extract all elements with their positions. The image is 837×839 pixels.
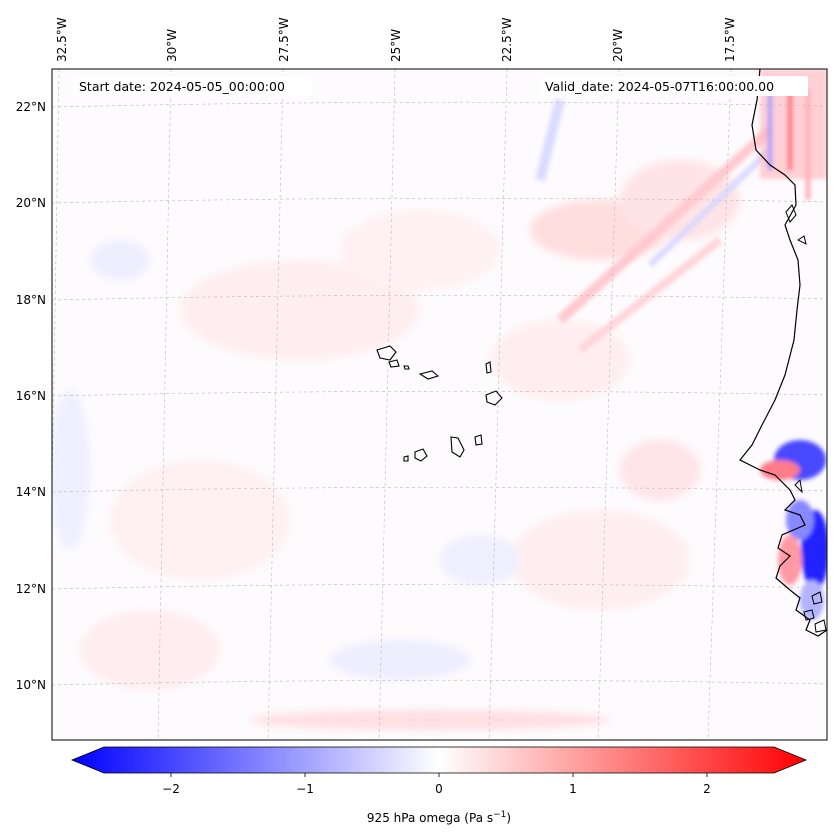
colorbar-tick-label: −1 <box>296 782 314 796</box>
valid-date-label: Valid_date: 2024-05-07T16:00:00.00 <box>545 79 774 94</box>
colorbar-tick-label: −2 <box>162 782 180 796</box>
colorbar-tick-labels: −2 −1 0 1 2 <box>162 782 711 796</box>
parallel <box>52 294 827 301</box>
graticule <box>52 69 827 740</box>
lon-label: 20°W <box>611 29 625 62</box>
start-date-label: Start date: 2024-05-05_00:00:00 <box>79 79 285 94</box>
coast-detail <box>794 478 803 494</box>
coast-detail <box>811 591 823 605</box>
island-sao-nicolau <box>418 370 440 380</box>
parallel <box>52 101 827 108</box>
lon-label: 17.5°W <box>723 17 737 62</box>
parallel <box>52 197 827 204</box>
meridian <box>488 69 508 740</box>
field-streaks <box>535 98 774 354</box>
meridian <box>267 69 284 740</box>
island-sal <box>485 361 492 374</box>
island-fogo <box>414 448 428 462</box>
island-santa-luzia <box>403 365 410 370</box>
lat-label: 22°N <box>16 100 46 114</box>
lat-label: 10°N <box>16 678 46 692</box>
omega-field <box>52 69 827 740</box>
colorbar-tick-label: 1 <box>569 782 577 796</box>
lat-label: 18°N <box>16 293 46 307</box>
parallel <box>52 486 827 493</box>
colorbar-body <box>70 746 808 774</box>
latitude-labels: 22°N 20°N 18°N 16°N 14°N 12°N 10°N <box>16 100 46 692</box>
lon-label: 32.5°W <box>55 17 69 62</box>
island-santiago <box>450 436 465 458</box>
colorbar-label-main: 925 hPa omega (Pa s <box>367 811 493 825</box>
colorbar-label-end: ) <box>506 811 511 825</box>
island-sao-vicente <box>388 359 400 368</box>
map-frame <box>51 68 828 741</box>
lon-label: 25°W <box>389 29 403 62</box>
parallel <box>52 583 827 590</box>
meridian <box>157 69 172 740</box>
west-africa-coastline <box>739 69 827 637</box>
lat-label: 12°N <box>16 582 46 596</box>
island-santo-antao <box>376 345 397 361</box>
colorbar: −2 −1 0 1 2 925 hPa omega (Pa s−1) <box>70 746 808 825</box>
longitude-labels: 32.5°W 30°W 27.5°W 25°W 22.5°W 20°W 17.5… <box>55 17 737 62</box>
island-brava <box>403 455 409 462</box>
cape-verde-islands <box>376 345 503 462</box>
island-maio <box>474 434 483 446</box>
lat-label: 20°N <box>16 196 46 210</box>
coast-detail <box>803 609 815 621</box>
colorbar-ticks <box>170 773 708 777</box>
lon-label: 27.5°W <box>277 17 291 62</box>
coast-detail <box>797 235 807 245</box>
lat-label: 14°N <box>16 485 46 499</box>
meridian <box>707 69 732 740</box>
valid-date-box <box>540 76 808 96</box>
parallel <box>52 679 827 686</box>
colorbar-tick-label: 2 <box>703 782 711 796</box>
lon-label: 22.5°W <box>500 17 514 62</box>
coast-detail <box>814 619 827 633</box>
parallel <box>52 390 827 397</box>
meridian <box>378 69 396 740</box>
colorbar-label-sup: −1 <box>493 810 506 820</box>
start-date-box <box>73 76 311 96</box>
island-boa-vista <box>485 390 503 406</box>
coast-detail <box>785 204 797 223</box>
colorbar-tick-label: 0 <box>435 782 443 796</box>
meridian <box>597 69 620 740</box>
colorbar-label: 925 hPa omega (Pa s−1) <box>367 810 511 825</box>
lat-label: 16°N <box>16 389 46 403</box>
lon-label: 30°W <box>165 29 179 62</box>
